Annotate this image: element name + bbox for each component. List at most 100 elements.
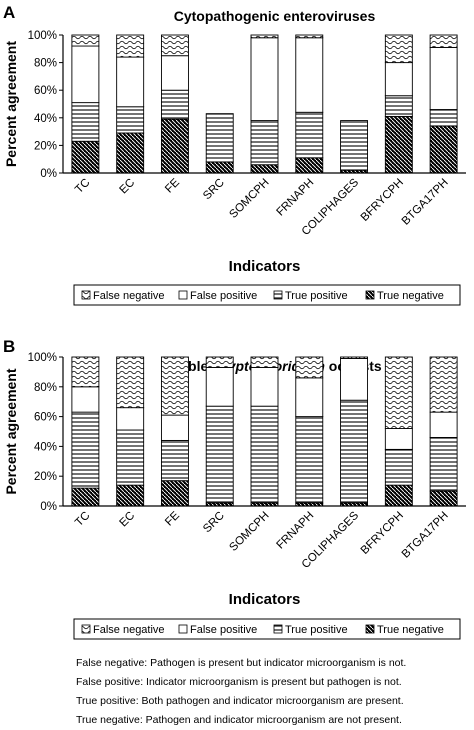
y-tick-label: 100% bbox=[28, 352, 57, 364]
bar-segment-false-positive-frnaph bbox=[295, 377, 324, 418]
bar-segment-true-negative-frnaph bbox=[295, 157, 324, 174]
bar-segment-false-positive-fe bbox=[160, 414, 189, 441]
x-tick-label: SOMCPH bbox=[227, 510, 271, 554]
bar-segment-false-negative-bfrycph bbox=[384, 356, 413, 429]
bar-segment-false-negative-frnaph bbox=[295, 34, 324, 39]
bar-segment-true-positive-frnaph bbox=[295, 416, 324, 504]
legend-swatch-true-positive bbox=[273, 624, 283, 634]
legend-swatch-false-negative bbox=[81, 290, 91, 300]
x-tick-label: SRC bbox=[201, 177, 227, 203]
legend-label-true-negative: True negative bbox=[377, 290, 444, 302]
bar-segment-true-negative-ec bbox=[116, 484, 145, 507]
bar-segment-false-positive-tc bbox=[71, 45, 100, 104]
legend-swatch-true-negative bbox=[365, 624, 375, 634]
bar-segment-false-negative-btga17ph bbox=[429, 34, 458, 48]
bar-segment-true-negative-tc bbox=[71, 140, 100, 174]
x-tick-label: BTGA17PH bbox=[400, 177, 451, 228]
bar-segment-true-negative-fe bbox=[160, 118, 189, 174]
x-axis-label: Indicators bbox=[229, 591, 301, 608]
bar-segment-false-positive-coliphages bbox=[340, 358, 369, 401]
bar-segment-false-negative-ec bbox=[116, 34, 145, 58]
legend-box bbox=[73, 618, 461, 640]
bar-segment-true-positive-somcph bbox=[250, 120, 279, 166]
bar-segment-false-positive-frnaph bbox=[295, 37, 324, 113]
y-tick-label: 60% bbox=[34, 412, 57, 424]
panel-letter: A bbox=[3, 3, 15, 22]
x-tick-label: TC bbox=[73, 510, 92, 529]
legend-swatch-true-negative bbox=[365, 290, 375, 300]
bar-segment-true-positive-src bbox=[205, 113, 234, 163]
x-tick-label: FE bbox=[163, 176, 182, 195]
bar-segment-false-negative-coliphages bbox=[340, 356, 369, 359]
bar-segment-false-positive-src bbox=[205, 366, 234, 407]
legend-label-true-positive: True positive bbox=[285, 290, 348, 302]
bar-segment-false-positive-ec bbox=[116, 407, 145, 431]
y-tick-label: 0% bbox=[40, 168, 57, 180]
bar-segment-false-negative-btga17ph bbox=[429, 356, 458, 413]
chart-panel-a: A Cytopathogenic enteroviruses Percent agr… bbox=[3, 3, 466, 306]
bar-segment-false-positive-fe bbox=[160, 55, 189, 91]
chart-title: Cytopathogenic enteroviruses bbox=[174, 8, 376, 24]
legend-swatch-false-positive bbox=[178, 624, 188, 634]
bar-segment-false-negative-ec bbox=[116, 356, 145, 409]
x-tick-label: FRNAPH bbox=[274, 177, 316, 219]
legend: False negative False positive True positiv… bbox=[73, 284, 461, 306]
x-tick-label: BTGA17PH bbox=[400, 510, 451, 561]
bar-segment-false-positive-ec bbox=[116, 56, 145, 108]
legend-swatch-false-negative bbox=[81, 624, 91, 634]
bar-segment-true-positive-frnaph bbox=[295, 111, 324, 159]
bar-segment-false-positive-bfrycph bbox=[384, 428, 413, 450]
x-tick-label: FRNAPH bbox=[274, 510, 316, 552]
bar-segment-false-negative-fe bbox=[160, 34, 189, 57]
y-tick-label: 100% bbox=[28, 30, 57, 42]
y-tick-label: 0% bbox=[40, 501, 57, 513]
legend-label-false-negative: False negative bbox=[93, 624, 165, 636]
bar-segment-false-negative-somcph bbox=[250, 34, 279, 39]
bar-segment-true-negative-btga17ph bbox=[429, 490, 458, 507]
definition-true-positive: True positive: Both pathogen and indicat… bbox=[76, 695, 404, 707]
legend-label-false-positive: False positive bbox=[190, 624, 257, 636]
bar-segment-true-positive-btga17ph bbox=[429, 437, 458, 492]
bar-segment-true-negative-bfrycph bbox=[384, 484, 413, 507]
bar-segment-true-positive-ec bbox=[116, 106, 145, 134]
bar-segment-true-positive-tc bbox=[71, 102, 100, 142]
bar-segment-true-positive-src bbox=[205, 405, 234, 504]
panel-letter: B bbox=[3, 337, 15, 356]
definition-true-negative: True negative: Pathogen and indicator mi… bbox=[76, 714, 402, 726]
y-axis-label: Percent agreement bbox=[3, 368, 19, 494]
x-tick-label: TC bbox=[73, 177, 92, 196]
bar-segment-true-negative-btga17ph bbox=[429, 125, 458, 174]
legend-label-true-positive: True positive bbox=[285, 624, 348, 636]
legend-label-false-positive: False positive bbox=[190, 290, 257, 302]
bar-segment-false-positive-somcph bbox=[250, 366, 279, 407]
legend-box bbox=[73, 284, 461, 306]
bar-segment-false-negative-frnaph bbox=[295, 356, 324, 379]
bar-segment-true-positive-tc bbox=[71, 411, 100, 489]
bar-segment-true-negative-tc bbox=[71, 487, 100, 507]
bar-segment-false-negative-tc bbox=[71, 356, 100, 388]
bar-segment-false-negative-src bbox=[205, 356, 234, 368]
bar-segment-true-positive-bfrycph bbox=[384, 95, 413, 117]
x-tick-label: FE bbox=[163, 509, 182, 528]
x-tick-label: SRC bbox=[201, 510, 227, 536]
bar-segment-false-positive-somcph bbox=[250, 37, 279, 122]
y-tick-label: 60% bbox=[34, 85, 57, 97]
x-tick-label: EC bbox=[118, 177, 138, 197]
legend-label-false-negative: False negative bbox=[93, 290, 165, 302]
legend-label-true-negative: True negative bbox=[377, 624, 444, 636]
bar-segment-true-negative-ec bbox=[116, 132, 145, 174]
definition-false-negative: False negative: Pathogen is present but … bbox=[76, 657, 407, 669]
x-tick-label: SOMCPH bbox=[227, 177, 271, 221]
bar-segment-true-positive-coliphages bbox=[340, 399, 369, 504]
x-tick-label: EC bbox=[118, 510, 138, 530]
x-tick-label: BFRYCPH bbox=[359, 177, 406, 224]
bar-segment-true-positive-btga17ph bbox=[429, 109, 458, 127]
y-tick-label: 20% bbox=[34, 471, 57, 483]
legend-swatch-false-positive bbox=[178, 290, 188, 300]
y-tick-label: 20% bbox=[34, 140, 57, 152]
bar-segment-false-negative-fe bbox=[160, 356, 189, 416]
y-tick-label: 80% bbox=[34, 58, 57, 70]
bar-segment-true-positive-ec bbox=[116, 429, 145, 486]
